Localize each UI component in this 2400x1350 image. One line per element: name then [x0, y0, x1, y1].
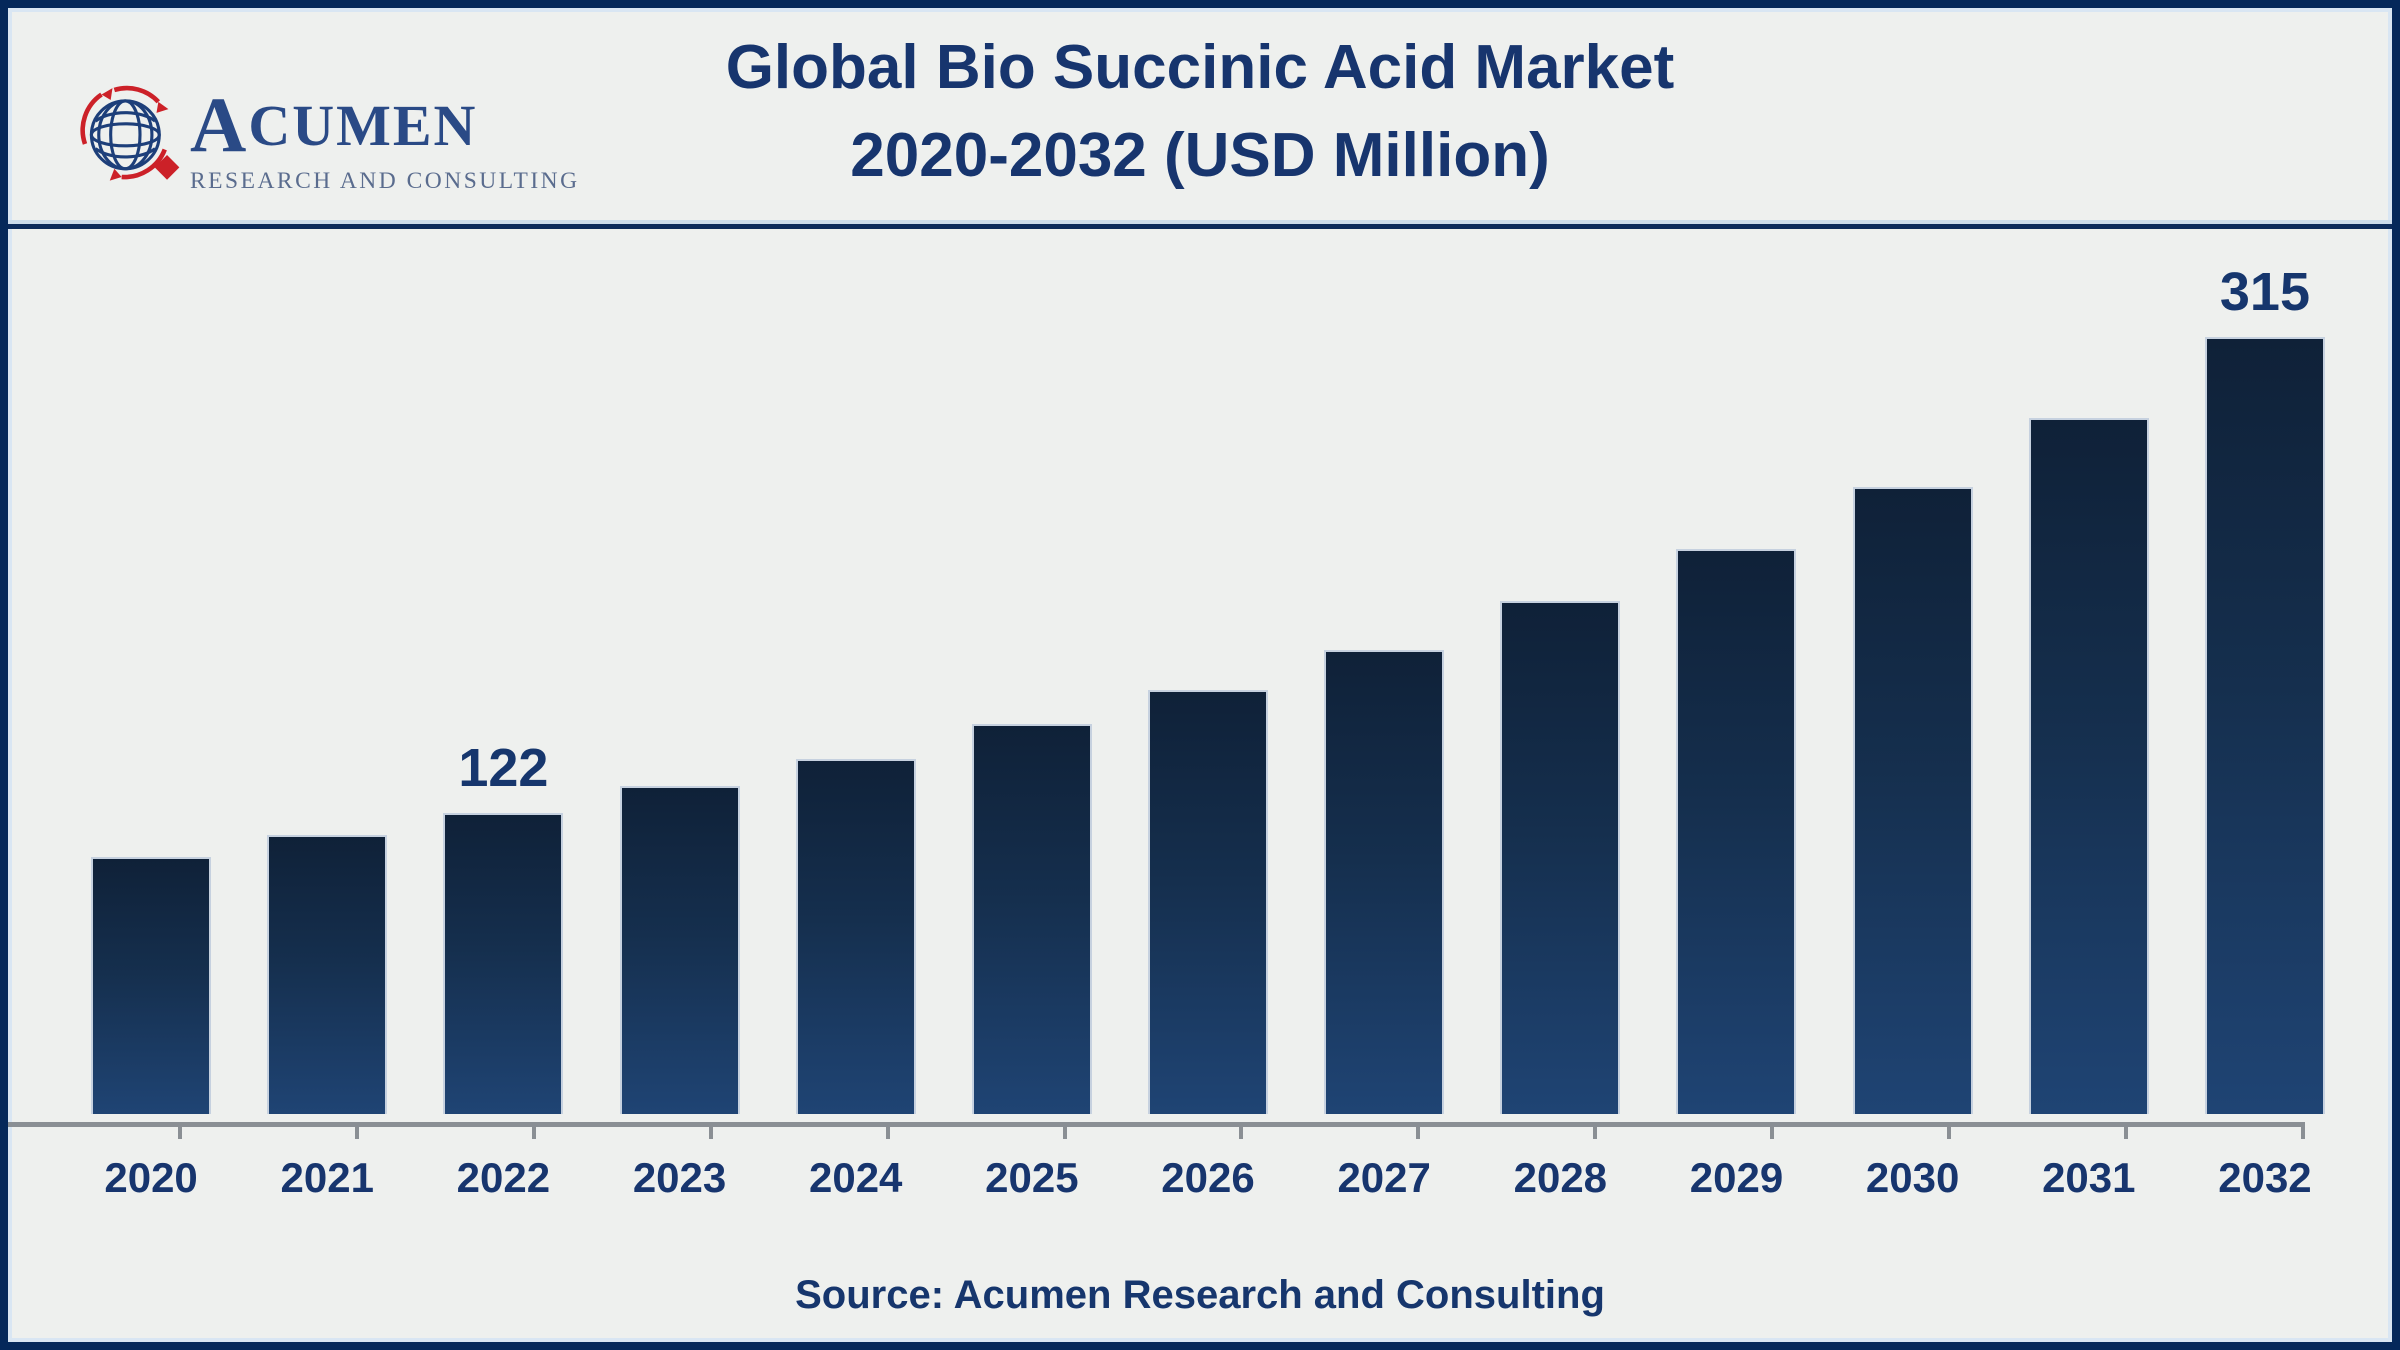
bar-slot-2027 — [1296, 254, 1472, 1114]
bar-2022 — [443, 813, 564, 1114]
x-axis-label-2021: 2021 — [280, 1154, 374, 1201]
axis-tick — [1062, 1122, 1067, 1139]
bar-2023 — [619, 786, 740, 1114]
bar-2026 — [1148, 690, 1269, 1114]
bar-slot-2025 — [944, 254, 1120, 1114]
bar-2030 — [1852, 487, 1973, 1114]
bar-2031 — [2028, 418, 2149, 1114]
x-axis-label-2020: 2020 — [104, 1154, 198, 1201]
axis-tick — [1, 1122, 5, 1139]
bar-2029 — [1676, 549, 1797, 1114]
axis-tick — [177, 1122, 182, 1139]
bar-slot-2031 — [2001, 254, 2177, 1114]
bar-slot-2032: 315 — [2177, 254, 2353, 1114]
chart-title-line1: Global Bio Succinic Acid Market — [725, 33, 1675, 102]
bar-slot-2026 — [1120, 254, 1296, 1114]
x-axis-label-2028: 2028 — [1513, 1154, 1608, 1201]
source-caption: Source: Acumen Research and Consulting — [795, 1273, 1605, 1317]
x-axis-label-2024: 2024 — [808, 1154, 903, 1201]
bar-slot-2024 — [768, 254, 944, 1114]
bar-slot-2023 — [591, 254, 767, 1114]
logo-wordmark: ACUMEN — [190, 81, 478, 168]
x-axis-label-2022: 2022 — [456, 1154, 551, 1201]
logo-subtitle: RESEARCH AND CONSULTING — [190, 168, 580, 194]
x-axis-label-2032: 2032 — [2218, 1154, 2312, 1201]
bar-slot-2020 — [63, 254, 239, 1114]
acumen-logo: ACUMEN RESEARCH AND CONSULTING — [74, 78, 580, 195]
bar-2025 — [971, 724, 1092, 1114]
axis-tick — [2124, 1122, 2129, 1139]
bars-container: 122 315 — [63, 254, 2353, 1114]
logo-text: ACUMEN RESEARCH AND CONSULTING — [190, 86, 580, 195]
value-label-2022: 122 — [458, 738, 549, 798]
x-axis-label-2029: 2029 — [1689, 1154, 1784, 1201]
x-axis-label-2027: 2027 — [1337, 1154, 1431, 1201]
axis-tick — [1947, 1122, 1952, 1139]
axis-tick — [708, 1122, 713, 1139]
axis-tick — [531, 1122, 536, 1139]
axis-tick — [2301, 1122, 2305, 1139]
bar-2024 — [795, 759, 916, 1114]
bar-slot-2029 — [1648, 254, 1824, 1114]
bar-2021 — [267, 835, 388, 1114]
chart-title: Global Bio Succinic Acid Market 2020-203… — [8, 24, 2392, 200]
chart-title-line2: 2020-2032 (USD Million) — [850, 121, 1550, 191]
header: ACUMEN RESEARCH AND CONSULTING Global Bi… — [8, 8, 2392, 220]
axis-tick — [1770, 1122, 1775, 1139]
axis-tick — [1416, 1122, 1421, 1139]
x-axis-label-2031: 2031 — [2042, 1154, 2136, 1201]
x-axis-line — [8, 1122, 2305, 1139]
axis-tick — [354, 1122, 359, 1139]
x-axis-labels: 2020 2021 2022 2023 2024 2025 2026 2027 2028 2029… — [63, 1154, 2353, 1202]
value-label-2032: 315 — [2219, 262, 2310, 322]
axis-tick — [1239, 1122, 1244, 1139]
bar-2032 — [2204, 337, 2325, 1114]
bar-2020 — [91, 857, 212, 1114]
bar-2027 — [1324, 650, 1445, 1114]
header-divider — [8, 220, 2392, 229]
x-axis-label-2030: 2030 — [1865, 1154, 1960, 1201]
bar-2028 — [1500, 601, 1621, 1114]
bar-chart-plot-area: 122 315 — [63, 254, 2353, 1114]
x-axis-label-2023: 2023 — [632, 1154, 727, 1201]
x-axis-label-2025: 2025 — [985, 1154, 1079, 1201]
bar-slot-2028 — [1472, 254, 1648, 1114]
x-axis-label-2026: 2026 — [1161, 1154, 1255, 1201]
bar-slot-2030 — [1825, 254, 2001, 1114]
bar-slot-2021 — [239, 254, 415, 1114]
globe-logo-icon — [80, 85, 180, 181]
axis-tick — [885, 1122, 890, 1139]
bar-slot-2022: 122 — [415, 254, 591, 1114]
axis-tick — [1593, 1122, 1598, 1139]
